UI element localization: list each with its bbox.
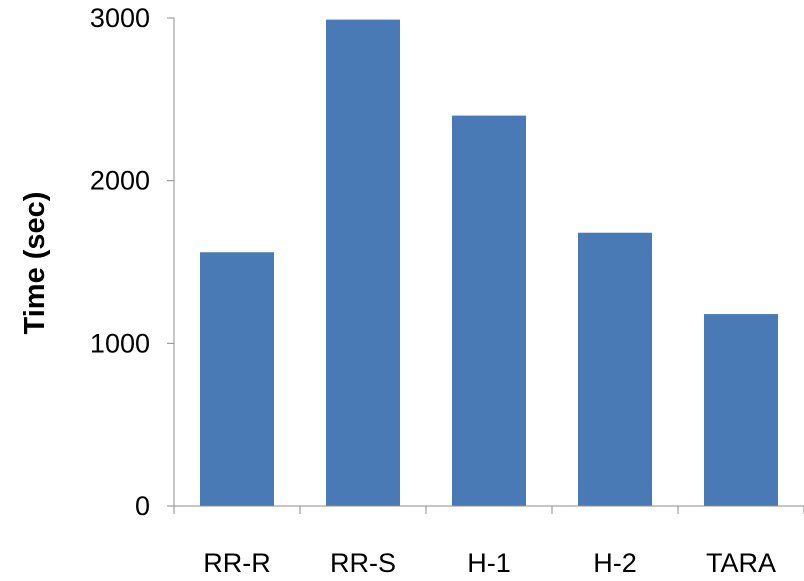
y-tick-label: 2000: [90, 166, 150, 196]
axes-layer: [173, 18, 804, 507]
x-tick-label: TARA: [706, 548, 776, 578]
x-tick-label: RR-S: [330, 548, 396, 578]
bar-rr-s: [326, 19, 400, 506]
y-axis-title: Time (sec): [19, 192, 51, 335]
bars-layer: [200, 19, 778, 506]
x-tick-label: H-2: [593, 548, 637, 578]
bar-rr-r: [200, 252, 274, 506]
y-tick-label: 0: [135, 491, 150, 521]
x-tick-label: H-1: [467, 548, 511, 578]
bar-h-2: [578, 232, 652, 506]
y-tick-label: 1000: [90, 328, 150, 358]
y-tick-label: 3000: [90, 3, 150, 33]
bar-h-1: [452, 115, 526, 506]
y-ticks: 0 1000 2000 3000: [90, 3, 174, 521]
x-tick-label: RR-R: [203, 548, 271, 578]
bar-tara: [704, 314, 778, 506]
x-ticks: RR-R RR-S H-1 H-2 TARA: [173, 506, 804, 578]
